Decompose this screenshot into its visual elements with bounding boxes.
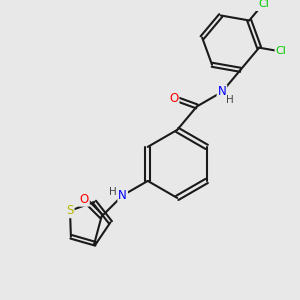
Text: O: O [169,92,178,104]
Text: N: N [118,189,127,202]
Text: O: O [80,193,89,206]
Text: H: H [109,187,117,197]
Text: Cl: Cl [275,46,286,56]
Text: Cl: Cl [258,0,269,8]
Text: H: H [226,95,233,106]
Text: S: S [66,204,74,217]
Text: N: N [218,85,226,98]
